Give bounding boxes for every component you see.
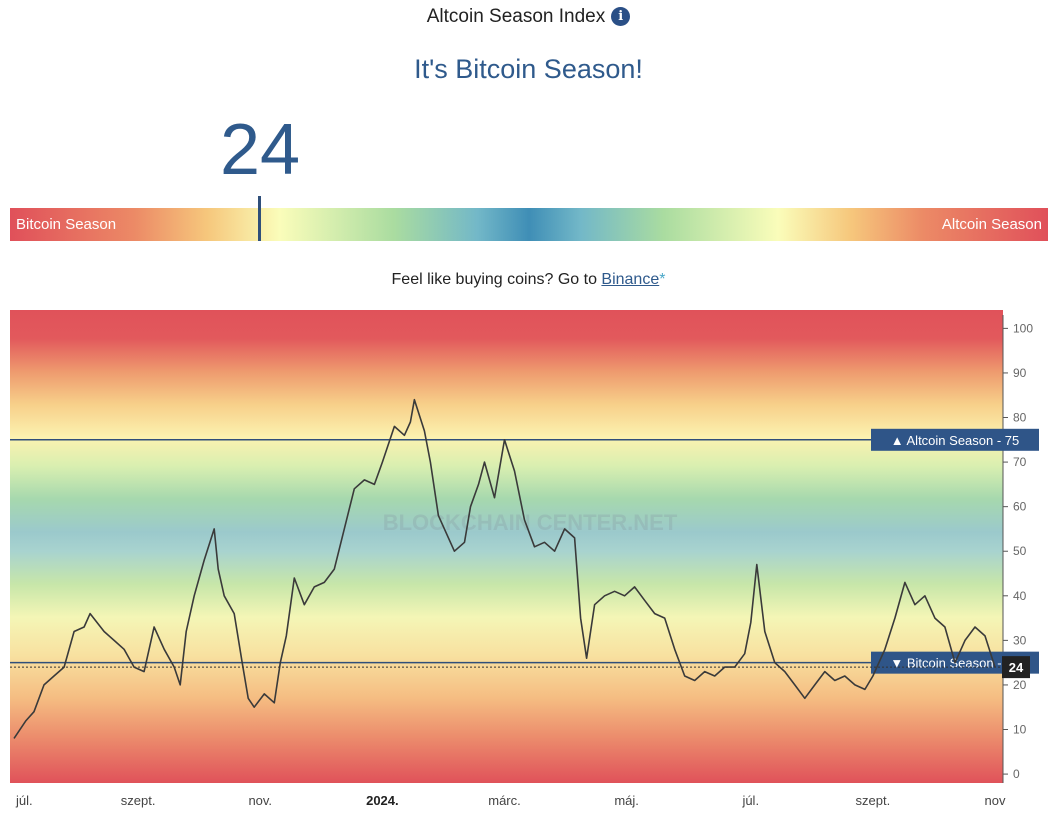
altcoin-index-chart: BLOCKCHAIN CENTER.NET 0 10 20 30 40 50 60 70 80 9… [10, 310, 1039, 808]
series-line [13, 398, 996, 739]
y-tick-label: 0 [1013, 767, 1020, 781]
x-tick-label: szept. [121, 793, 156, 808]
y-tick-label: 20 [1013, 678, 1027, 692]
page-title-text: Altcoin Season Index [426, 6, 606, 27]
y-tick-label: 60 [1013, 500, 1027, 514]
chart-watermark: BLOCKCHAIN CENTER.NET [383, 510, 678, 535]
index-value: 24 [219, 110, 301, 190]
y-tick-label: 70 [1013, 455, 1027, 469]
y-tick-label: 10 [1013, 723, 1027, 737]
y-tick-label: 40 [1013, 589, 1027, 603]
current-value-label: 24 [1009, 660, 1024, 675]
x-tick-label: szept. [856, 793, 891, 808]
y-tick-label: 30 [1013, 633, 1027, 647]
x-axis-ticks: júl. szept. nov. 2024. márc. máj. júl. szept. no… [15, 793, 1006, 808]
season-gauge-bar: Bitcoin Season Altcoin Season [10, 208, 1048, 241]
current-value-box [1002, 656, 1030, 679]
gauge-label-bitcoin-season: Bitcoin Season [16, 216, 117, 233]
x-tick-label: júl. [741, 793, 759, 808]
y-tick-label: 100 [1013, 321, 1033, 335]
current-value-marker: 24 [10, 656, 1030, 679]
promo-prefix: Feel like buying coins? Go to [391, 271, 602, 288]
gauge-marker [258, 196, 261, 241]
promo-text: Feel like buying coins? Go to Binance* [0, 271, 1057, 289]
threshold-label-box [871, 428, 1039, 451]
threshold-label: ▲ Altcoin Season - 75 [891, 433, 1020, 448]
x-tick-label: márc. [488, 793, 521, 808]
season-headline: It's Bitcoin Season! [414, 54, 643, 84]
chart-background [10, 310, 1003, 783]
y-tick-label: 90 [1013, 366, 1027, 380]
info-icon[interactable]: i [611, 7, 631, 26]
y-axis-ticks: 0 10 20 30 40 50 60 70 80 90 100 [1003, 321, 1033, 781]
y-tick-label: 80 [1013, 411, 1027, 425]
x-tick-label: júl. [15, 793, 33, 808]
page-title: Altcoin Season Index i [0, 6, 1057, 28]
x-tick-label: nov [985, 793, 1006, 808]
x-tick-label: nov. [248, 793, 272, 808]
promo-asterisk: * [659, 271, 666, 288]
x-tick-label: 2024. [366, 793, 399, 808]
y-tick-label: 50 [1013, 544, 1027, 558]
binance-link[interactable]: Binance [601, 271, 660, 288]
gauge-label-altcoin-season: Altcoin Season [941, 216, 1042, 233]
x-tick-label: máj. [614, 793, 639, 808]
